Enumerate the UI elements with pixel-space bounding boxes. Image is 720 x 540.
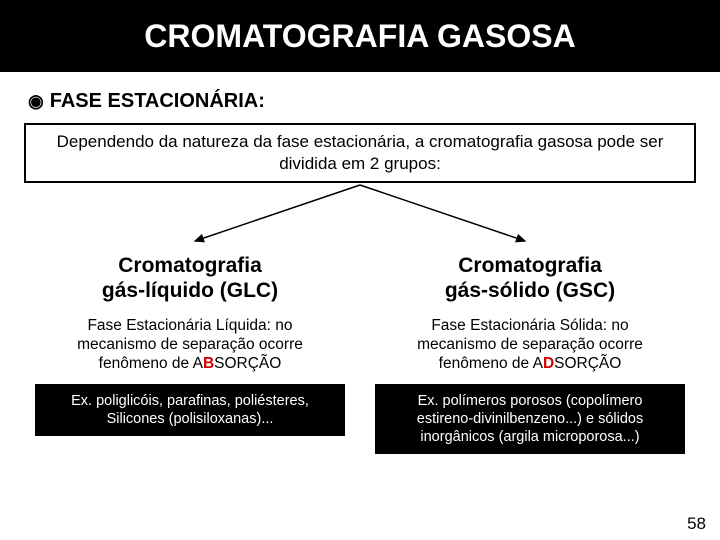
ex-line: inorgânicos (argila microporosa...): [420, 429, 639, 445]
ex-line: Silicones (polisiloxanas)...: [107, 411, 274, 427]
arrow-left: [195, 185, 360, 241]
title-line: Cromatografia: [458, 254, 602, 277]
desc-prefix: fenômeno de A: [99, 355, 203, 372]
intro-text: Dependendo da natureza da fase estacioná…: [57, 132, 664, 173]
page-number: 58: [687, 514, 706, 534]
branching-arrows: [0, 183, 720, 253]
title-line: Cromatografia: [118, 254, 262, 277]
subtitle-text: FASE ESTACIONÁRIA:: [50, 90, 265, 112]
arrow-right: [360, 185, 525, 241]
bullet-icon: ◉: [28, 91, 44, 111]
ex-line: Ex. polímeros porosos (copolímero: [418, 393, 643, 409]
desc-prefix: fenômeno de A: [439, 355, 543, 372]
title-bar: CROMATOGRAFIA GASOSA: [0, 0, 720, 72]
desc-suffix: SORÇÃO: [214, 355, 281, 372]
arrows-svg: [0, 183, 720, 253]
desc-line: mecanismo de separação ocorre: [417, 336, 643, 353]
intro-box: Dependendo da natureza da fase estacioná…: [24, 123, 696, 183]
desc-highlight: B: [203, 355, 214, 372]
title-line: gás-sólido (GSC): [445, 279, 615, 302]
branch-desc: Fase Estacionária Sólida: no mecanismo d…: [375, 316, 685, 374]
branch-desc: Fase Estacionária Líquida: no mecanismo …: [35, 316, 345, 374]
branch-title: Cromatografia gás-líquido (GLC): [35, 253, 345, 303]
desc-highlight: D: [543, 355, 554, 372]
example-box: Ex. poliglicóis, parafinas, poliésteres,…: [35, 384, 345, 436]
ex-line: Ex. poliglicóis, parafinas, poliésteres,: [71, 393, 309, 409]
example-box: Ex. polímeros porosos (copolímero estire…: [375, 384, 685, 454]
desc-suffix: SORÇÃO: [554, 355, 621, 372]
subtitle: ◉ FASE ESTACIONÁRIA:: [28, 90, 720, 113]
ex-line: estireno-divinilbenzeno...) e sólidos: [417, 411, 644, 427]
page-title: CROMATOGRAFIA GASOSA: [144, 18, 575, 55]
branches: Cromatografia gás-líquido (GLC) Fase Est…: [0, 253, 720, 454]
desc-line: mecanismo de separação ocorre: [77, 336, 303, 353]
title-line: gás-líquido (GLC): [102, 279, 278, 302]
desc-line: Fase Estacionária Sólida: no: [431, 317, 628, 334]
branch-gsc: Cromatografia gás-sólido (GSC) Fase Esta…: [375, 253, 685, 454]
desc-line: Fase Estacionária Líquida: no: [87, 317, 292, 334]
branch-glc: Cromatografia gás-líquido (GLC) Fase Est…: [35, 253, 345, 454]
branch-title: Cromatografia gás-sólido (GSC): [375, 253, 685, 303]
